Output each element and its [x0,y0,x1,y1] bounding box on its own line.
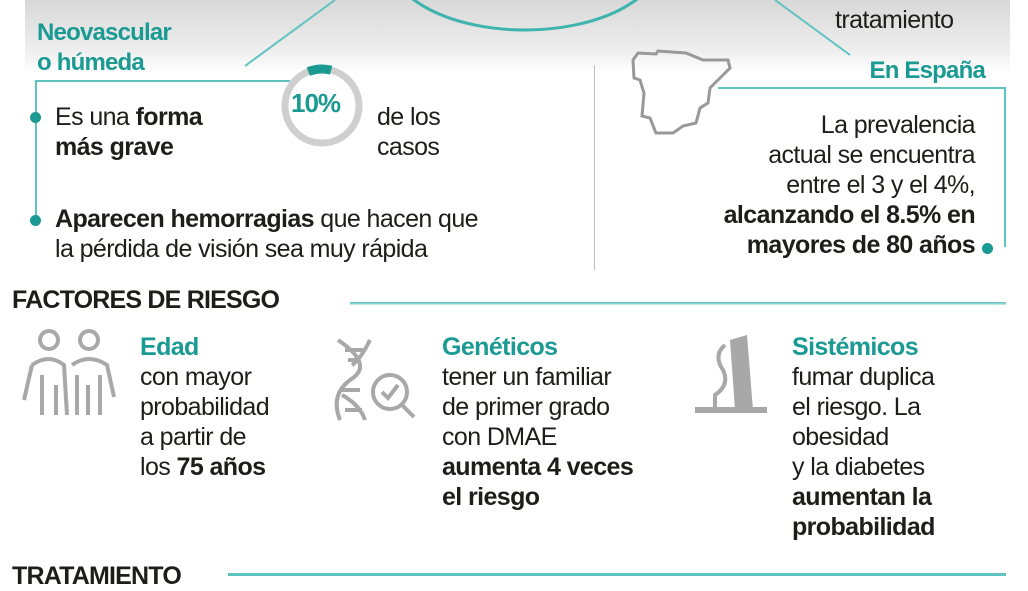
text: casos [377,133,440,161]
bullet-dot [30,112,41,123]
spain-vline [1004,87,1006,247]
text: la pérdida de visión sea muy rápida [55,235,428,263]
text: más grave [55,133,174,161]
risk-factor-title: Genéticos [442,333,558,361]
eye-diagram-lines [244,0,851,67]
column-divider [594,65,595,270]
risk-factor-systemic: Sistémicos fumar duplica el riesgo. La o… [792,332,935,542]
text: alcanzando el 8.5% en [723,201,976,229]
treatment-partial-label: tratamiento [835,6,954,34]
cigarette-icon [695,335,767,413]
percent-value: 10% [291,88,341,118]
spain-title: En España [869,57,985,84]
text: forma [135,103,203,131]
text: a partir de [140,423,247,451]
risk-factor-age: Edad con mayor probabilidad a partir de … [140,332,270,482]
text: y la diabetes [792,453,925,481]
text: de primer grado [442,393,610,421]
risk-factor-genetic: Genéticos tener un familiar de primer gr… [442,332,634,512]
text: fumar duplica [792,363,935,391]
text: con mayor [140,363,252,391]
neovascular-vline [35,80,37,222]
text: el riesgo. La [792,393,921,421]
risk-factor-title: Edad [140,333,199,361]
spain-hline [718,87,1006,89]
title-line: o húmeda [37,49,145,76]
spain-map-icon [631,49,732,135]
risk-factor-title: Sistémicos [792,333,919,361]
text: que hacen que [313,205,478,233]
bullet-dot [30,215,41,226]
percent-donut-segment [306,64,333,76]
text: Es una [55,103,136,131]
percent-caption: de los casos [377,102,441,162]
neovascular-title: Neovascular o húmeda [37,18,172,78]
text: con DMAE [442,423,557,451]
text: probabilidad [792,513,935,541]
text: mayores de 80 años [746,231,976,259]
text: actual se encuentra [768,141,975,169]
bullet-dot [982,243,993,254]
text: de los [377,103,441,131]
text: Aparecen hemorragias [55,205,315,233]
eye-image-banner [25,0,1010,72]
text: obesidad [792,423,889,451]
treatment-heading: TRATAMIENTO [12,562,182,590]
text: los 75 años [140,452,269,482]
text: aumentan la [792,483,932,511]
dna-magnifier-icon [334,338,416,421]
text: tener un familiar [442,363,612,391]
neovascular-hline [35,80,290,82]
text: entre el 3 y el 4%, [786,171,975,199]
text: aumenta 4 veces [442,453,634,481]
elderly-couple-icon [22,329,116,416]
percent-donut [281,64,363,147]
heading-rule [228,573,1006,576]
point-hemorrhages: Aparecen hemorragias que hacen que la pé… [55,204,479,264]
text: probabilidad [140,393,270,421]
text: 75 años [176,453,267,481]
spain-prevalence-text: La prevalencia actual se encuentra entre… [723,110,976,260]
title-line: Neovascular [37,19,172,46]
heading-rule [350,302,1006,305]
text: el riesgo [442,483,540,511]
risk-factors-heading: FACTORES DE RIESGO [12,286,280,314]
text: los [140,453,177,481]
text: La prevalencia [820,111,976,139]
point-severe-form: Es una forma más grave [55,102,203,162]
